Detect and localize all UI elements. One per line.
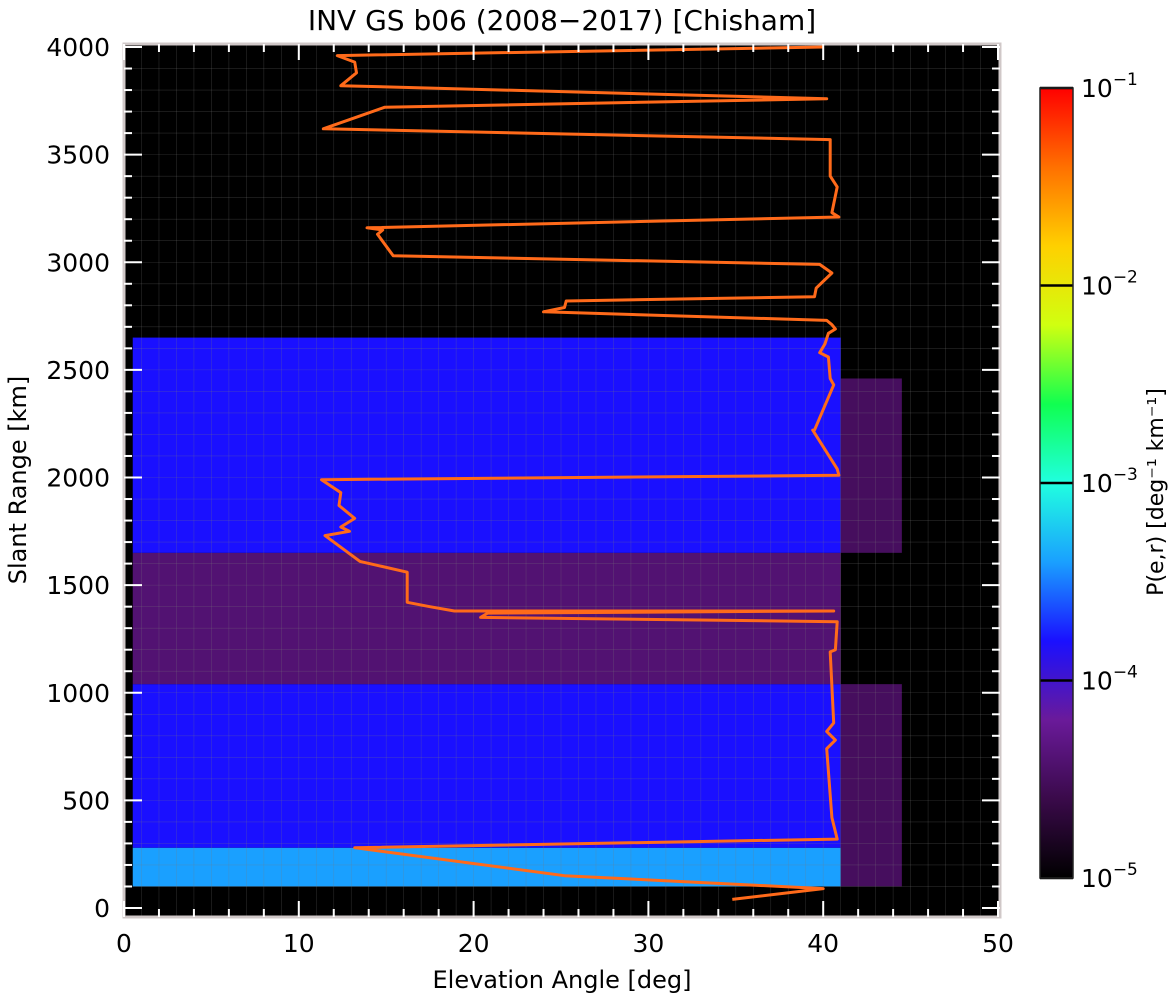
x-tick-label: 50 xyxy=(982,929,1014,958)
colorbar-label: P(e,r) [deg⁻¹ km⁻¹] xyxy=(1144,388,1169,596)
plot-frame xyxy=(122,42,1002,919)
colorbar: 10−5 10−4 10−3 10−2 10−1 P(e,r) [deg⁻¹ km⁻¹] xyxy=(1039,70,1169,893)
colorbar-tick-label: 10−5 xyxy=(1081,860,1138,893)
grid-lines xyxy=(124,44,1000,917)
x-axis-label: Elevation Angle [deg] xyxy=(433,966,692,994)
heatmap-cell xyxy=(840,378,902,553)
y-axis-tick-labels: 0 500 1000 1500 2000 2500 3000 3500 4000 xyxy=(46,33,110,923)
colorbar-tick-label: 10−2 xyxy=(1081,268,1138,301)
y-tick-label: 1500 xyxy=(46,571,110,600)
colorbar-tick-labels: 10−5 10−4 10−3 10−2 10−1 xyxy=(1081,70,1138,893)
colorbar-tick-label: 10−4 xyxy=(1081,663,1138,696)
series-line xyxy=(320,45,841,901)
x-tick-label: 30 xyxy=(632,929,664,958)
x-tick-label: 10 xyxy=(283,929,315,958)
chart-title: INV GS b06 (2008−2017) [Chisham] xyxy=(308,4,816,37)
x-tick-label: 40 xyxy=(807,929,839,958)
y-tick-label: 500 xyxy=(62,786,110,815)
heatmap-cell xyxy=(840,684,902,887)
x-axis-tick-labels: 0 10 20 30 40 50 xyxy=(116,929,1014,958)
tick-marks xyxy=(123,44,1000,917)
plot-area xyxy=(122,42,1002,919)
y-tick-label: 3000 xyxy=(46,248,110,277)
y-tick-label: 4000 xyxy=(46,33,110,62)
heatmap-cell xyxy=(132,684,841,848)
x-tick-label: 0 xyxy=(116,929,132,958)
heatmap-cell xyxy=(132,337,841,553)
colorbar-tick-label: 10−3 xyxy=(1081,465,1138,498)
y-tick-label: 2000 xyxy=(46,464,110,493)
colorbar-frame xyxy=(1039,87,1074,879)
heatmap-cell xyxy=(132,847,841,887)
x-tick-label: 20 xyxy=(458,929,490,958)
y-tick-label: 0 xyxy=(94,894,110,923)
y-tick-label: 3500 xyxy=(46,141,110,170)
colorbar-tick-label: 10−1 xyxy=(1081,70,1138,103)
y-axis-label: Slant Range [km] xyxy=(4,376,32,585)
y-tick-label: 2500 xyxy=(46,356,110,385)
heatmap-layer xyxy=(132,337,902,887)
y-tick-label: 1000 xyxy=(46,679,110,708)
series-layer xyxy=(320,45,841,901)
